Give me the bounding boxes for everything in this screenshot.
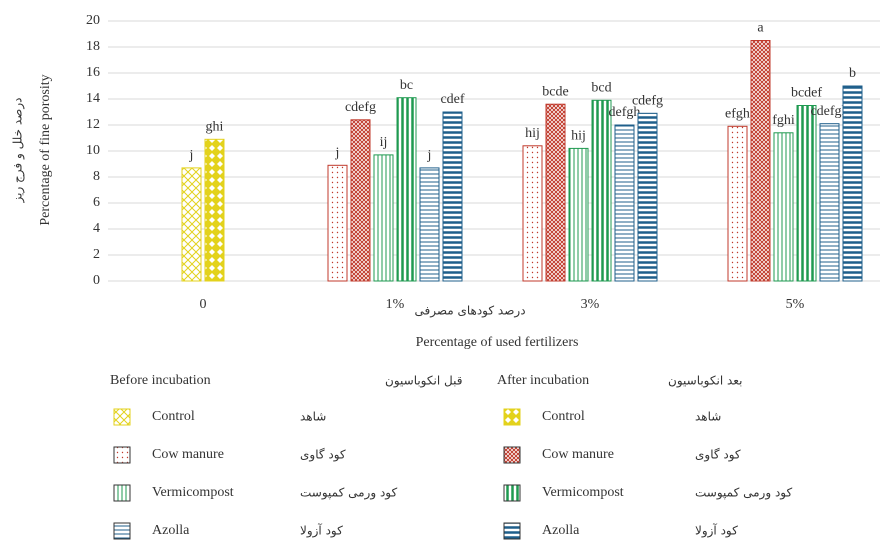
value-label: cdefgh — [810, 104, 848, 119]
bar — [842, 85, 863, 282]
bar — [522, 145, 543, 282]
bar — [442, 111, 463, 282]
legend-label-fa: کود گاوی — [300, 448, 346, 463]
y-tick-label: 18 — [86, 39, 100, 54]
value-label: cdef — [440, 92, 464, 107]
y-tick-label: 10 — [86, 143, 100, 158]
bar — [591, 99, 612, 282]
value-label: ghi — [206, 120, 224, 135]
legend-swatch — [113, 446, 131, 464]
legend-label: Cow manure — [152, 447, 224, 462]
x-tick-label: 1% — [386, 297, 405, 312]
value-label: ij — [380, 135, 388, 150]
value-label: j — [335, 146, 340, 161]
legend-label-fa: کود ورمی کمپوست — [300, 486, 398, 501]
value-label: j — [427, 148, 432, 163]
legend-swatch — [503, 446, 521, 464]
value-label: hij — [571, 129, 586, 144]
legend-swatch — [503, 484, 521, 502]
y-tick-label: 4 — [93, 221, 100, 236]
bar — [204, 138, 225, 282]
y-tick-label: 6 — [93, 195, 100, 210]
bar — [373, 154, 394, 282]
value-label: bc — [400, 78, 413, 93]
legend-title: Before incubation — [110, 373, 211, 388]
value-label: defgh — [609, 105, 641, 120]
y-tick-label: 8 — [93, 169, 100, 184]
bar — [727, 125, 748, 282]
bar — [637, 112, 658, 282]
legend-label-fa: کود آزولا — [695, 523, 738, 539]
bar — [750, 40, 771, 282]
legend-title-fa: بعد انکوباسیون — [668, 374, 742, 389]
y-axis-label-fa: درصد خلل و فرج ریز — [11, 97, 26, 203]
value-label: fghi — [772, 113, 795, 128]
y-tick-label: 14 — [86, 91, 100, 106]
legend-label: Azolla — [542, 523, 580, 538]
bar — [568, 147, 589, 282]
value-label: bcd — [591, 81, 611, 96]
legend-label-fa: کود ورمی کمپوست — [695, 486, 793, 501]
legend-label: Vermicompost — [542, 485, 624, 500]
y-tick-label: 0 — [93, 273, 100, 288]
value-label: hij — [525, 126, 540, 141]
bar — [181, 167, 202, 282]
legend-swatch — [503, 408, 521, 426]
y-tick-label: 2 — [93, 247, 100, 262]
value-label: a — [757, 21, 764, 36]
legend-title-fa: قبل انکوباسیون — [385, 374, 462, 389]
legend-swatch — [113, 408, 131, 426]
legend-label: Control — [152, 409, 195, 424]
bar — [796, 105, 817, 282]
legend-label: Control — [542, 409, 585, 424]
legend-label-fa: کود آزولا — [300, 523, 343, 539]
bar — [419, 167, 440, 282]
y-tick-label: 16 — [86, 65, 100, 80]
value-label: bcdef — [791, 86, 822, 101]
legend-swatch — [503, 522, 521, 540]
value-label: cdefg — [345, 100, 376, 115]
legend-label: Vermicompost — [152, 485, 234, 500]
bar — [819, 123, 840, 282]
value-label: b — [849, 66, 856, 81]
legend-swatch — [113, 484, 131, 502]
legend-label: Cow manure — [542, 447, 614, 462]
x-tick-label: 3% — [581, 297, 600, 312]
legend-title: After incubation — [497, 373, 589, 388]
value-label: bcde — [542, 84, 568, 99]
legend-swatch — [113, 522, 131, 540]
bar — [396, 97, 417, 282]
y-tick-label: 12 — [86, 117, 100, 132]
x-tick-label: 0 — [200, 297, 207, 312]
value-label: cdefg — [632, 94, 663, 109]
bar — [350, 119, 371, 282]
y-axis-label: Percentage of fine porosity — [38, 74, 53, 225]
legend-label-fa: شاهد — [695, 410, 721, 424]
bar — [773, 132, 794, 282]
legend-label-fa: کود گاوی — [695, 448, 741, 463]
bar — [545, 103, 566, 282]
bar — [327, 164, 348, 282]
x-axis-label: Percentage of used fertilizers — [416, 335, 579, 350]
legend-label: Azolla — [152, 523, 190, 538]
value-label: j — [189, 148, 194, 163]
x-tick-label: 5% — [786, 297, 805, 312]
x-axis-label-fa: درصد کودهای مصرفی — [414, 304, 525, 319]
bar — [614, 124, 635, 282]
y-tick-label: 20 — [86, 13, 100, 28]
legend-label-fa: شاهد — [300, 410, 326, 424]
value-label: efgh — [725, 107, 750, 122]
